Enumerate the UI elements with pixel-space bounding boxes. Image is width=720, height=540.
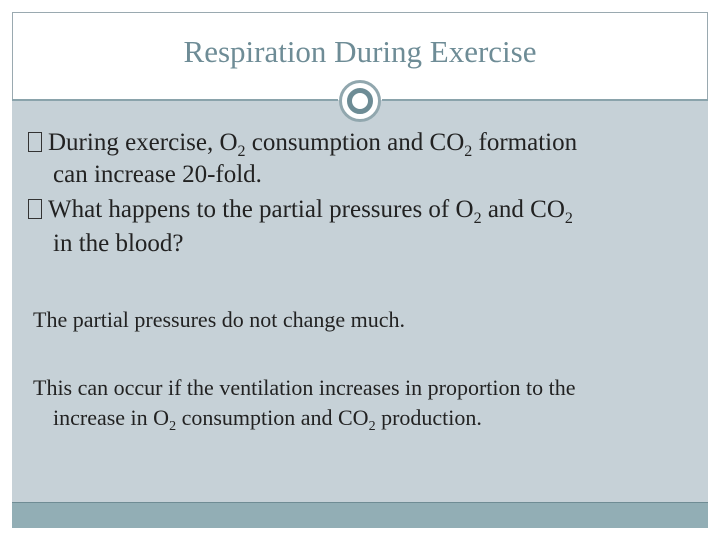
paragraph-2-text-a: increase in O (53, 405, 170, 430)
bullet-2-sub-b: 2 (564, 210, 573, 227)
paragraph-1: The partial pressures do not change much… (33, 307, 406, 332)
bullet-2-text-a: What happens to the partial pressures of… (48, 196, 474, 223)
paragraph-2-line-2: increase in O2 consumption and CO2 produ… (53, 403, 482, 434)
bullet-2-line-2: in the blood? (53, 230, 184, 257)
paragraph-2-sub-b: 2 (368, 419, 376, 434)
paragraph-2-sub-a: 2 (169, 419, 177, 434)
bullet-1-text-a: During exercise, O (48, 129, 238, 156)
bullet-2-text-b: and CO (481, 196, 565, 223)
slide-title: Respiration During Exercise (183, 34, 537, 69)
bullet-1-sub-b: 2 (464, 143, 473, 160)
paragraph-2-text-c: production. (375, 405, 482, 430)
bullet-2: What happens to the partial pressures of… (28, 192, 573, 228)
bullet-box-icon (28, 199, 42, 219)
bullet-1-line-2: can increase 20-fold. (53, 161, 262, 188)
title-divider-right (382, 99, 708, 101)
bullet-1: During exercise, O2 consumption and CO2 … (28, 125, 577, 161)
bullet-2-sub-a: 2 (473, 210, 482, 227)
title-divider-left (12, 99, 338, 101)
bullet-box-icon (28, 132, 42, 152)
circle-ornament-icon (339, 80, 381, 122)
paragraph-2-line-1: This can occur if the ventilation increa… (33, 375, 576, 400)
bullet-1-text-b: consumption and CO (245, 129, 465, 156)
bullet-1-text-c: formation (472, 129, 578, 156)
bottom-bar (12, 502, 708, 528)
content-panel (12, 100, 708, 502)
bullet-1-sub-a: 2 (237, 143, 246, 160)
paragraph-2-text-b: consumption and CO (176, 405, 369, 430)
